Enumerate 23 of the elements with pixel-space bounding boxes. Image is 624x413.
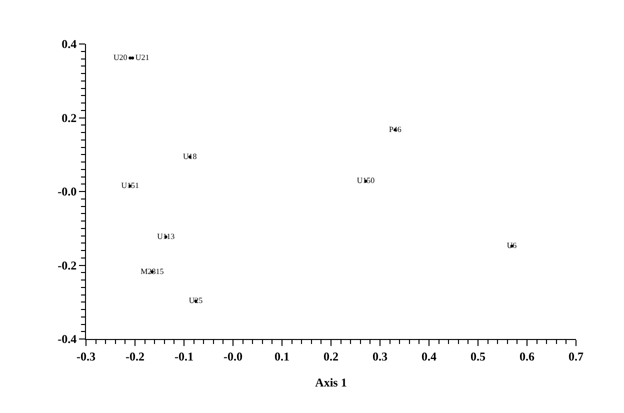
y-tick-label: 0.4 [62,37,77,52]
x-tick-label: 0.7 [568,349,584,364]
x-tick-label: 0.4 [422,349,436,364]
x-tick-label: -0.3 [76,349,96,364]
point [131,56,134,60]
data-label: U20 [113,53,128,62]
x-tick-label: 0.6 [520,349,534,364]
x-axis-title: Axis 1 [315,375,347,390]
point [128,56,132,60]
x-tick-label: -0.2 [126,349,144,364]
data-label: U21 [135,53,150,62]
x-tick-label: 0.3 [372,349,388,364]
x-tick-label: 0.5 [470,349,486,364]
x-tick-label: 0.1 [274,349,290,364]
data-label: U150 [356,176,375,186]
x-tick-label: -0.0 [224,349,242,364]
x-tick-label: -0.1 [174,349,194,364]
y-tick-label: -0.4 [58,332,77,346]
x-tick-label: 0.2 [324,349,338,364]
y-tick-label: -0.0 [58,184,77,199]
y-tick-label: -0.2 [58,258,77,272]
y-tick-label: 0.2 [62,110,77,125]
data-label: M2815 [140,266,164,276]
